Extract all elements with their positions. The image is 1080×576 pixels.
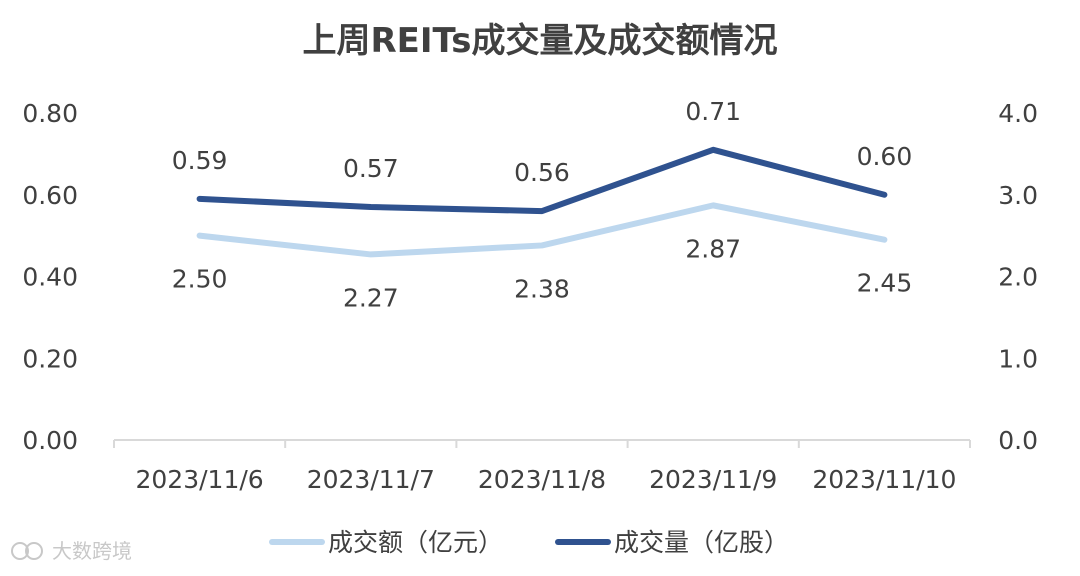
- data-label: 0.71: [685, 97, 741, 126]
- x-tick-label: 2023/11/6: [136, 465, 264, 494]
- data-label: 2.87: [685, 234, 741, 263]
- x-tick-label: 2023/11/9: [649, 465, 777, 494]
- y-left-tick-label: 0.80: [22, 99, 78, 128]
- data-label: 0.56: [514, 158, 570, 187]
- watermark-logo-icon: [11, 542, 43, 560]
- legend: 成交额（亿元） 成交量（亿股）: [269, 528, 789, 557]
- data-label: 0.60: [857, 142, 913, 171]
- y-right-tick-label: 0.0: [998, 426, 1038, 455]
- y-left-tick-label: 0.40: [22, 263, 78, 292]
- x-tick-label: 2023/11/8: [478, 465, 606, 494]
- watermark-text: 大数跨境: [52, 539, 132, 563]
- legend-label: 成交额（亿元）: [328, 528, 503, 557]
- data-label: 2.45: [857, 269, 913, 298]
- y-right-tick-label: 4.0: [998, 99, 1038, 128]
- x-tick-label: 2023/11/10: [812, 465, 956, 494]
- series-layer: [196, 146, 888, 258]
- chart-title: 上周REITs成交量及成交额情况: [303, 21, 778, 61]
- legend-label: 成交量（亿股）: [614, 528, 789, 557]
- y-left-tick-label: 0.60: [22, 181, 78, 210]
- data-label: 2.38: [514, 274, 570, 303]
- axes: 2023/11/6 2023/11/7 2023/11/8 2023/11/9 2023…: [22, 99, 1038, 494]
- data-labels: 2.50 2.27 2.38 2.87 2.45 0.59 0.57 0.56 0.71 0.60: [172, 97, 912, 313]
- data-label: 0.57: [343, 154, 399, 183]
- y-left-tick-label: 0.00: [22, 426, 78, 455]
- data-label: 0.59: [172, 146, 228, 175]
- data-label: 2.50: [172, 265, 228, 294]
- y-right-tick-label: 2.0: [998, 263, 1038, 292]
- y-right-tick-label: 3.0: [998, 181, 1038, 210]
- series-line-1: [196, 202, 888, 258]
- x-tick-label: 2023/11/7: [307, 465, 435, 494]
- y-right-tick-label: 1.0: [998, 344, 1038, 373]
- data-label: 2.27: [343, 283, 399, 312]
- y-left-tick-label: 0.20: [22, 344, 78, 373]
- watermark: 大数跨境: [11, 539, 132, 563]
- series-line-2: [196, 146, 888, 215]
